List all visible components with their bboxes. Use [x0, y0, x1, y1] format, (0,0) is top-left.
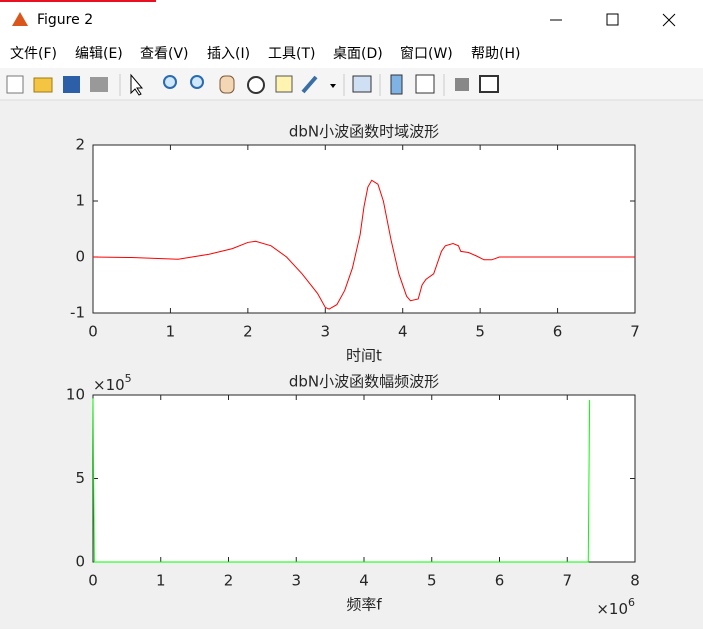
y-tick-label: 0	[75, 553, 85, 571]
menu-item[interactable]: 窗口(W)	[400, 45, 453, 62]
maximize-button[interactable]	[606, 13, 619, 26]
x-tick-label: 5	[475, 323, 485, 341]
x-tick-label: 1	[156, 572, 166, 590]
hide-tools-icon[interactable]	[455, 78, 469, 91]
y-tick-label: 2	[75, 136, 85, 154]
rotate-icon[interactable]	[247, 76, 265, 94]
x-axis-label: 频率f	[346, 596, 382, 614]
menu-item[interactable]: 文件(F)	[10, 46, 57, 62]
menu-item[interactable]: 桌面(D)	[333, 46, 383, 62]
dropdown[interactable]	[330, 84, 336, 88]
link-icon[interactable]	[352, 75, 372, 93]
x-tick-label: 4	[398, 323, 408, 341]
new-icon[interactable]	[6, 75, 24, 94]
menu-item[interactable]: 编辑(E)	[75, 46, 123, 62]
x-tick-label: 2	[224, 572, 234, 590]
close-button[interactable]	[662, 13, 676, 27]
exponent-base: ×10	[93, 376, 125, 394]
plot-area	[92, 394, 636, 563]
y-tick-label: 10	[66, 386, 85, 404]
x-tick-label: 3	[291, 572, 301, 590]
chart-title: dbN小波函数时域波形	[289, 123, 439, 141]
x-tick-label: 0	[88, 572, 98, 590]
plot-area	[92, 144, 636, 314]
x-tick-label: 2	[243, 323, 253, 341]
x-tick-label: 8	[630, 572, 640, 590]
accent	[0, 0, 156, 2]
toolbar-icons	[6, 73, 499, 96]
brush-icon[interactable]	[301, 75, 318, 94]
datatip-icon[interactable]	[275, 75, 293, 93]
x-tick-label: 1	[166, 323, 176, 341]
x-tick-label: 4	[359, 572, 369, 590]
menu-item[interactable]: 查看(V)	[140, 46, 189, 62]
x-tick-label: 6	[553, 323, 563, 341]
exponent-power: 6	[628, 596, 635, 609]
exponent-power: 5	[125, 372, 132, 385]
chart-title: dbN小波函数幅频波形	[289, 373, 439, 391]
menu-bar	[0, 38, 703, 68]
x-tick-label: 0	[88, 323, 98, 341]
print-icon[interactable]	[90, 77, 108, 92]
exponent-base: ×10	[596, 600, 628, 618]
zoom-in-icon[interactable]	[163, 75, 177, 89]
x-tick-label: 3	[321, 323, 331, 341]
menu-item[interactable]: 工具(T)	[268, 46, 315, 62]
open-icon[interactable]	[33, 77, 53, 93]
x-tick-label: 5	[427, 572, 437, 590]
data-line	[92, 179, 635, 310]
zoom-out-icon[interactable]	[190, 75, 204, 89]
save-icon[interactable]	[63, 76, 80, 93]
y-tick-label: 1	[75, 192, 85, 210]
x-tick-label: 7	[562, 572, 572, 590]
x-tick-label: 6	[495, 572, 505, 590]
x-axis-label: 时间t	[346, 347, 382, 365]
pan-icon[interactable]	[219, 75, 235, 94]
window-title: Figure 2	[37, 12, 93, 28]
y-tick-label: 5	[75, 469, 85, 487]
app-icon	[12, 12, 28, 26]
title-bar	[0, 0, 703, 38]
y-tick-label: 0	[75, 248, 85, 266]
x-tick-label: 7	[630, 323, 640, 341]
legend-icon[interactable]	[415, 74, 435, 94]
data-line	[92, 398, 591, 563]
menu-item[interactable]: 插入(I)	[207, 46, 250, 62]
pointer-icon[interactable]	[130, 73, 144, 96]
menu-item[interactable]: 帮助(H)	[471, 46, 520, 62]
dock-icon[interactable]	[479, 75, 499, 93]
axis-exponent: ×106	[596, 596, 635, 618]
colorbar-icon[interactable]	[390, 74, 403, 95]
toolbar	[0, 68, 703, 100]
axis-exponent: ×105	[93, 372, 132, 394]
y-tick-label: -1	[70, 304, 85, 322]
